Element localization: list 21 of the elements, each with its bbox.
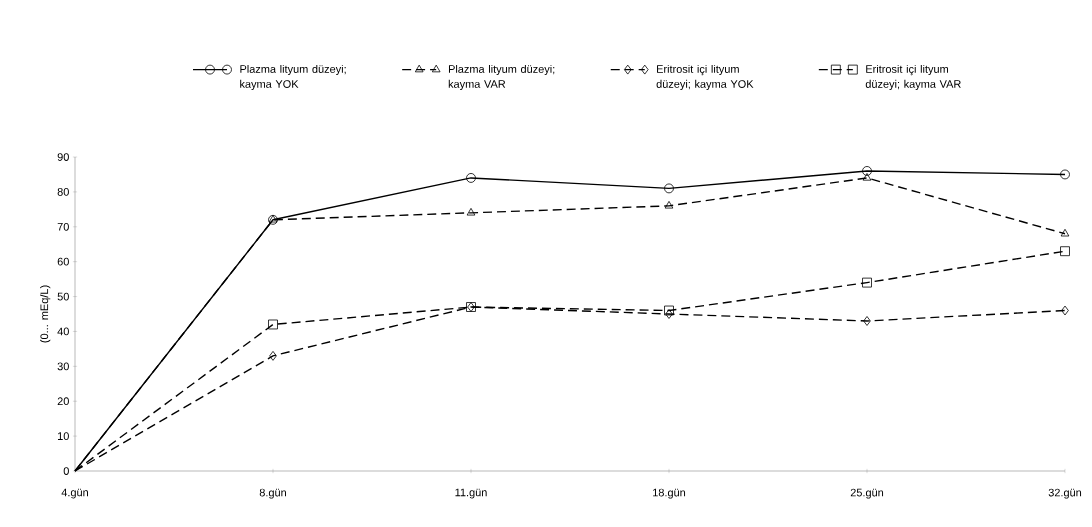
y-tick-label: 70 <box>57 222 69 231</box>
y-tick-label: 30 <box>57 362 69 371</box>
y-tick-label: 80 <box>57 188 69 196</box>
y-tick-label: 50 <box>57 292 69 301</box>
legend-label: Eritrosit içi lityum düzeyi; kayma YOK <box>656 64 754 91</box>
y-tick-label: 0 <box>63 467 69 475</box>
y-tick-label: 90 <box>57 153 69 161</box>
x-tick-label: 32.gün <box>1048 488 1082 499</box>
x-tick-label: 8.gün <box>259 488 286 499</box>
legend-label: Plazma lityum düzeyi; kayma VAR <box>448 64 555 91</box>
x-tick-label: 18.gün <box>653 488 686 499</box>
y-tick-label: 10 <box>57 432 69 440</box>
x-tick-label: 25.gün <box>850 488 884 499</box>
legend-label: Eritrosit içi lityum düzeyi; kayma VAR <box>865 64 961 91</box>
legend-label: Plazma lityum düzeyi; kayma YOK <box>240 64 346 91</box>
y-tick-label: 60 <box>57 257 69 266</box>
y-tick-label: 40 <box>57 327 69 336</box>
x-tick-label: 4.gün <box>61 488 88 499</box>
x-tick-label: 11.gün <box>455 488 487 499</box>
y-axis-title: (0... mEq/L) <box>40 285 51 343</box>
y-tick-label: 20 <box>57 397 69 406</box>
